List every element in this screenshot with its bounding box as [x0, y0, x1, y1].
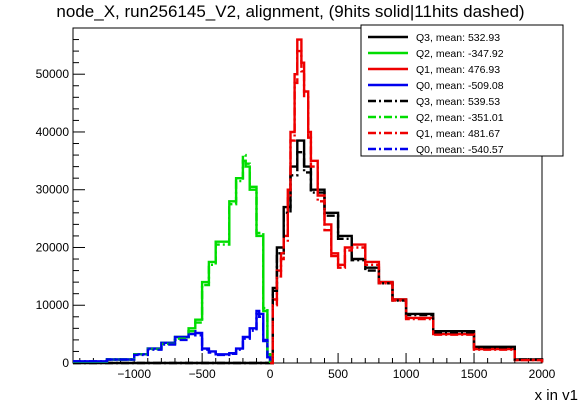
- legend-entry-label: Q2, mean: -351.01: [416, 112, 504, 124]
- plot-frame: [72, 27, 543, 364]
- series-line-3: [73, 309, 272, 363]
- y-tick-label: 10000: [36, 298, 70, 312]
- x-tick-label: 2000: [529, 367, 556, 381]
- legend-entry-label: Q3, mean: 532.93: [416, 32, 500, 44]
- y-tick-label: 30000: [36, 183, 70, 197]
- series-group: [73, 38, 544, 365]
- chart-title: node_X, run256145_V2, alignment, (9hits …: [56, 2, 525, 21]
- legend-box: [360, 24, 564, 157]
- series-line-7: [73, 312, 272, 363]
- legend-entry-label: Q1, mean: 481.67: [416, 128, 500, 140]
- x-axis-title: x in v1: [535, 387, 578, 404]
- series-line-4: [73, 151, 544, 365]
- y-tick-label: 40000: [36, 125, 70, 139]
- y-tick-label: 50000: [36, 67, 70, 81]
- legend-entry-label: Q1, mean: 476.93: [416, 64, 500, 76]
- x-tick-label: −500: [189, 367, 216, 381]
- series-line-0: [73, 139, 544, 365]
- x-tick-label: −1000: [117, 367, 151, 381]
- x-tick-label: 500: [328, 367, 348, 381]
- x-tick-label: 0: [267, 367, 274, 381]
- legend-entry-label: Q0, mean: -540.57: [416, 144, 504, 156]
- legend-entry-label: Q3, mean: 539.53: [416, 96, 500, 108]
- legend: Q3, mean: 532.93 Q2, mean: -347.92 Q1, mea…: [360, 24, 564, 157]
- legend-entry-label: Q0, mean: -509.08: [416, 80, 504, 92]
- y-tick-label: 0: [62, 356, 69, 370]
- series-line-1: [73, 159, 272, 363]
- y-tick-label: 20000: [36, 240, 70, 254]
- legend-entry-label: Q2, mean: -347.92: [416, 48, 504, 60]
- series-line-5: [73, 153, 272, 363]
- x-tick-label: 1000: [393, 367, 420, 381]
- series-line-6: [270, 49, 544, 365]
- x-tick-label: 1500: [461, 367, 488, 381]
